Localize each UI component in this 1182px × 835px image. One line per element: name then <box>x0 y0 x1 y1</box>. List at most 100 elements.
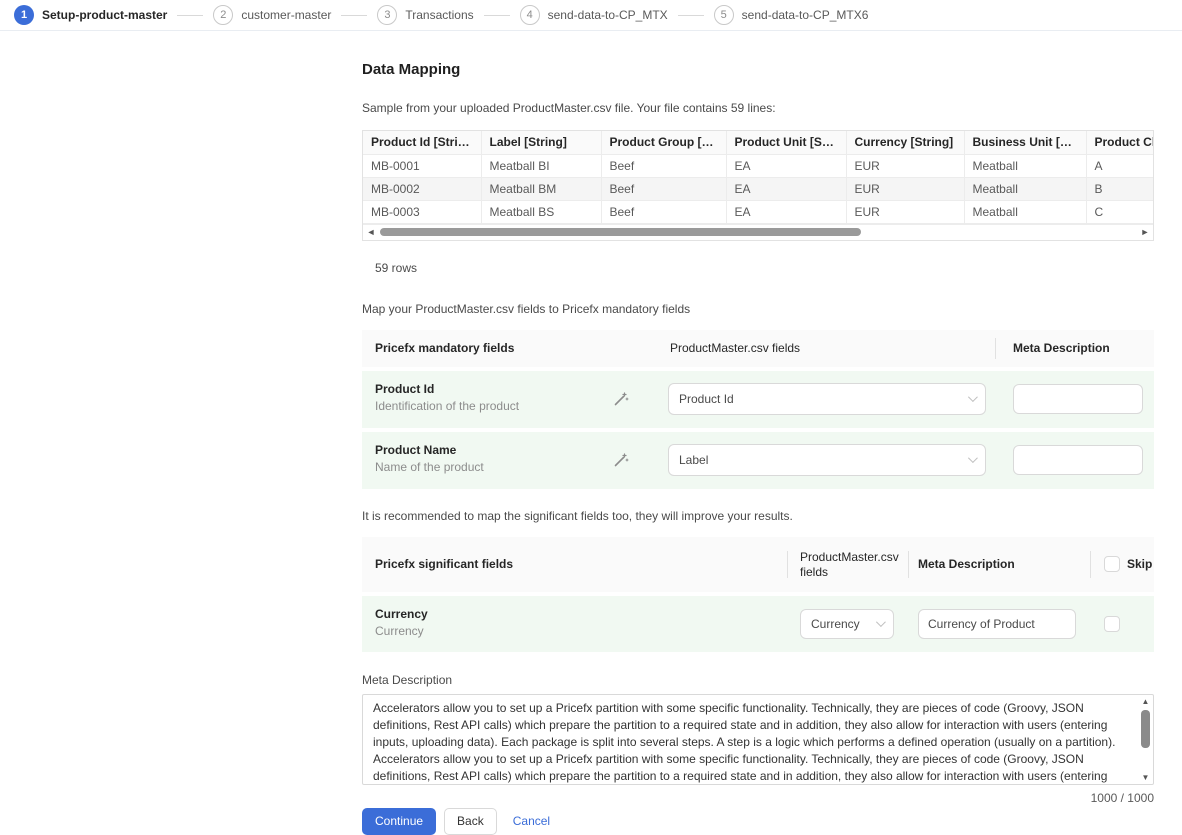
table-cell: Meatball <box>964 200 1087 224</box>
table-cell: MB-0003 <box>363 200 482 224</box>
table-cell: EUR <box>846 154 965 178</box>
mandatory-mapping-header: Pricefx mandatory fields ProductMaster.c… <box>362 329 1154 367</box>
field-name: Currency <box>375 606 428 621</box>
table-row: MB-0001 Meatball BI Beef EA EUR Meatball… <box>363 154 1153 178</box>
scrollbar-thumb[interactable] <box>1141 709 1150 748</box>
column-header: Product Group [String] <box>601 131 727 155</box>
vertical-scrollbar[interactable]: ▲ ▼ <box>1138 695 1153 784</box>
table-cell: MB-0001 <box>363 154 482 178</box>
step-connector <box>677 14 704 16</box>
horizontal-scrollbar[interactable]: ◄ ► <box>363 223 1153 240</box>
header-divider <box>995 337 996 359</box>
table-cell: C <box>1086 200 1153 224</box>
mapping-row-currency: Currency Currency Currency <box>362 595 1154 652</box>
continue-button[interactable]: Continue <box>362 807 437 835</box>
step-connector <box>341 14 368 16</box>
currency-meta-input[interactable] <box>918 608 1076 639</box>
significant-mapping-intro: It is recommended to map the significant… <box>362 508 793 523</box>
table-cell: MB-0002 <box>363 177 482 201</box>
product-name-field-select[interactable]: Label <box>668 443 986 476</box>
wizard-stepper: 1 Setup-product-master 2 customer-master… <box>0 0 1182 31</box>
scroll-down-icon[interactable]: ▼ <box>1141 772 1150 782</box>
meta-description-label: Meta Description <box>362 672 453 687</box>
table-cell: Meatball BS <box>481 200 602 224</box>
table-cell: Beef <box>601 200 727 224</box>
field-name: Product Name <box>375 442 457 457</box>
field-description: Identification of the product <box>375 398 520 413</box>
field-name: Product Id <box>375 381 435 396</box>
step-label: customer-master <box>241 8 332 22</box>
step-connector <box>177 14 204 16</box>
header-meta-description: Meta Description <box>1013 341 1110 355</box>
page-title: Data Mapping <box>362 61 461 78</box>
meta-description-textarea[interactable]: Accelerators allow you to set up a Price… <box>362 693 1154 785</box>
table-row: MB-0003 Meatball BS Beef EA EUR Meatball… <box>363 200 1153 224</box>
step-label: send-data-to-CP_MTX6 <box>741 8 869 22</box>
significant-mapping-header: Pricefx significant fields ProductMaster… <box>362 536 1154 592</box>
skip-all-checkbox[interactable] <box>1104 555 1120 572</box>
table-cell: Meatball <box>964 154 1087 178</box>
meta-description-text[interactable]: Accelerators allow you to set up a Price… <box>373 700 1116 783</box>
product-name-meta-input[interactable] <box>1013 444 1143 475</box>
table-cell: EUR <box>846 200 965 224</box>
header-divider <box>1090 550 1091 578</box>
magic-wand-icon[interactable] <box>612 390 630 408</box>
step-customer-master[interactable]: 2 customer-master <box>213 5 331 25</box>
table-row: MB-0002 Meatball BM Beef EA EUR Meatball… <box>363 177 1153 201</box>
column-header: Business Unit [String] <box>964 131 1087 155</box>
step-send-data-to-cp-mtx[interactable]: 4 send-data-to-CP_MTX <box>519 5 668 25</box>
magic-wand-icon[interactable] <box>612 451 630 469</box>
step-setup-product-master[interactable]: 1 Setup-product-master <box>14 5 167 25</box>
header-productmaster-fields: ProductMaster.csv fields <box>670 341 801 355</box>
scrollbar-thumb[interactable] <box>380 228 862 236</box>
field-description: Currency <box>375 623 424 638</box>
header-meta-description: Meta Description <box>918 556 1015 571</box>
step-label: Setup-product-master <box>42 8 168 22</box>
table-cell: A <box>1086 154 1153 178</box>
currency-field-select[interactable]: Currency <box>800 608 894 639</box>
table-cell: Meatball BI <box>481 154 602 178</box>
selected-option: Label <box>679 452 709 467</box>
column-header: Label [String] <box>481 131 602 155</box>
footer-actions: Continue Back Cancel <box>362 807 1156 835</box>
chevron-down-icon <box>967 392 978 403</box>
step-number-badge: 5 <box>713 5 734 25</box>
field-description: Name of the product <box>375 459 484 474</box>
table-cell: Meatball <box>964 177 1087 201</box>
scroll-up-icon[interactable]: ▲ <box>1141 696 1150 706</box>
currency-skip-checkbox[interactable] <box>1104 615 1120 632</box>
table-cell: EUR <box>846 177 965 201</box>
mapping-row-product-id: Product Id Identification of the product… <box>362 370 1154 428</box>
sample-intro-text: Sample from your uploaded ProductMaster.… <box>362 101 776 115</box>
product-id-field-select[interactable]: Product Id <box>668 382 986 415</box>
mapping-row-product-name: Product Name Name of the product Label <box>362 431 1154 489</box>
step-connector <box>483 14 510 16</box>
header-pricefx-significant-fields: Pricefx significant fields <box>375 556 514 571</box>
sample-data-table: Product Id [String] Label [String] Produ… <box>362 130 1154 241</box>
scroll-right-icon[interactable]: ► <box>1140 227 1150 237</box>
header-divider <box>908 550 909 578</box>
table-cell: Beef <box>601 177 727 201</box>
back-button[interactable]: Back <box>444 807 497 835</box>
scrollbar-track[interactable] <box>376 228 1140 236</box>
step-send-data-to-cp-mtx6[interactable]: 5 send-data-to-CP_MTX6 <box>713 5 869 25</box>
header-pricefx-mandatory-fields: Pricefx mandatory fields <box>375 341 515 355</box>
scroll-left-icon[interactable]: ◄ <box>366 227 376 237</box>
selected-option: Currency <box>811 616 860 631</box>
cancel-button[interactable]: Cancel <box>505 808 558 834</box>
table-cell: Meatball BM <box>481 177 602 201</box>
chevron-down-icon <box>875 617 886 628</box>
header-productmaster-fields: ProductMaster.csv fields <box>800 549 899 579</box>
step-label: Transactions <box>405 8 474 22</box>
selected-option: Product Id <box>679 391 734 406</box>
table-cell: EA <box>726 200 847 224</box>
scrollbar-track[interactable] <box>1141 708 1150 771</box>
table-cell: Beef <box>601 154 727 178</box>
header-skip: Skip <box>1127 556 1153 571</box>
step-transactions[interactable]: 3 Transactions <box>377 5 474 25</box>
column-header: Currency [String] <box>846 131 965 155</box>
step-number-badge: 3 <box>377 5 398 25</box>
step-number-badge: 2 <box>213 5 234 25</box>
mandatory-mapping-intro: Map your ProductMaster.csv fields to Pri… <box>362 301 691 316</box>
product-id-meta-input[interactable] <box>1013 383 1143 414</box>
